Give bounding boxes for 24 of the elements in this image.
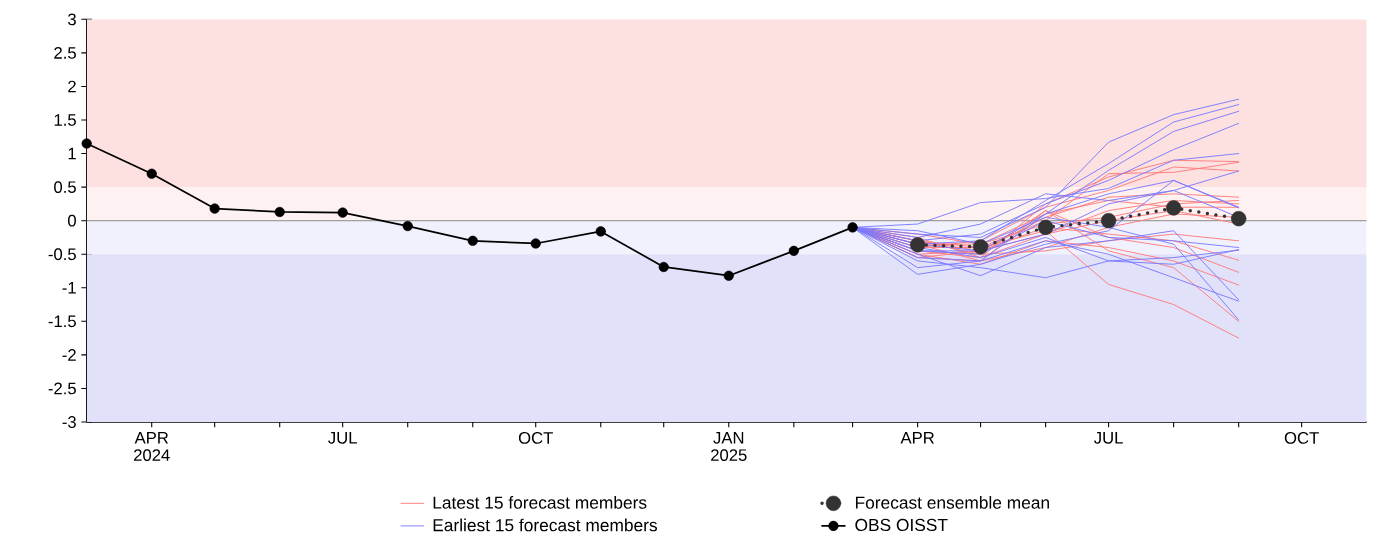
y-tick-label: 2.5 — [54, 47, 76, 59]
y-tick-label: 2 — [68, 80, 76, 93]
x-tick-label: JAN 2025 — [711, 432, 747, 462]
y-tick-label: 1.5 — [54, 114, 76, 126]
x-tick-label: JUL — [328, 432, 357, 444]
y-tick-label: 1 — [68, 147, 76, 160]
x-tick-label: APR 2024 — [134, 432, 170, 462]
y-tick-label: 3 — [67, 13, 76, 26]
x-tick-label: APR — [900, 432, 934, 444]
y-tick-label: 0 — [68, 214, 76, 227]
x-tick-label: OCT — [1284, 432, 1319, 444]
y-tick-label: 0.5 — [54, 181, 76, 194]
y-tick-label: -1.5 — [48, 315, 76, 328]
x-tick-label: JUL — [1094, 432, 1123, 444]
legend-label: Earliest 15 forecast members — [433, 518, 658, 532]
y-tick-label: -1 — [62, 282, 76, 294]
legend-label: Forecast ensemble mean — [855, 496, 1049, 509]
y-tick-label: -2.5 — [48, 382, 76, 395]
legend-label: Latest 15 forecast members — [433, 496, 647, 509]
y-tick-label: -3 — [62, 416, 76, 428]
y-tick-label: -0.5 — [48, 248, 76, 261]
legend-label: OBS OISST — [855, 518, 948, 532]
y-tick-label: -2 — [62, 349, 76, 361]
x-tick-label: OCT — [518, 432, 553, 444]
